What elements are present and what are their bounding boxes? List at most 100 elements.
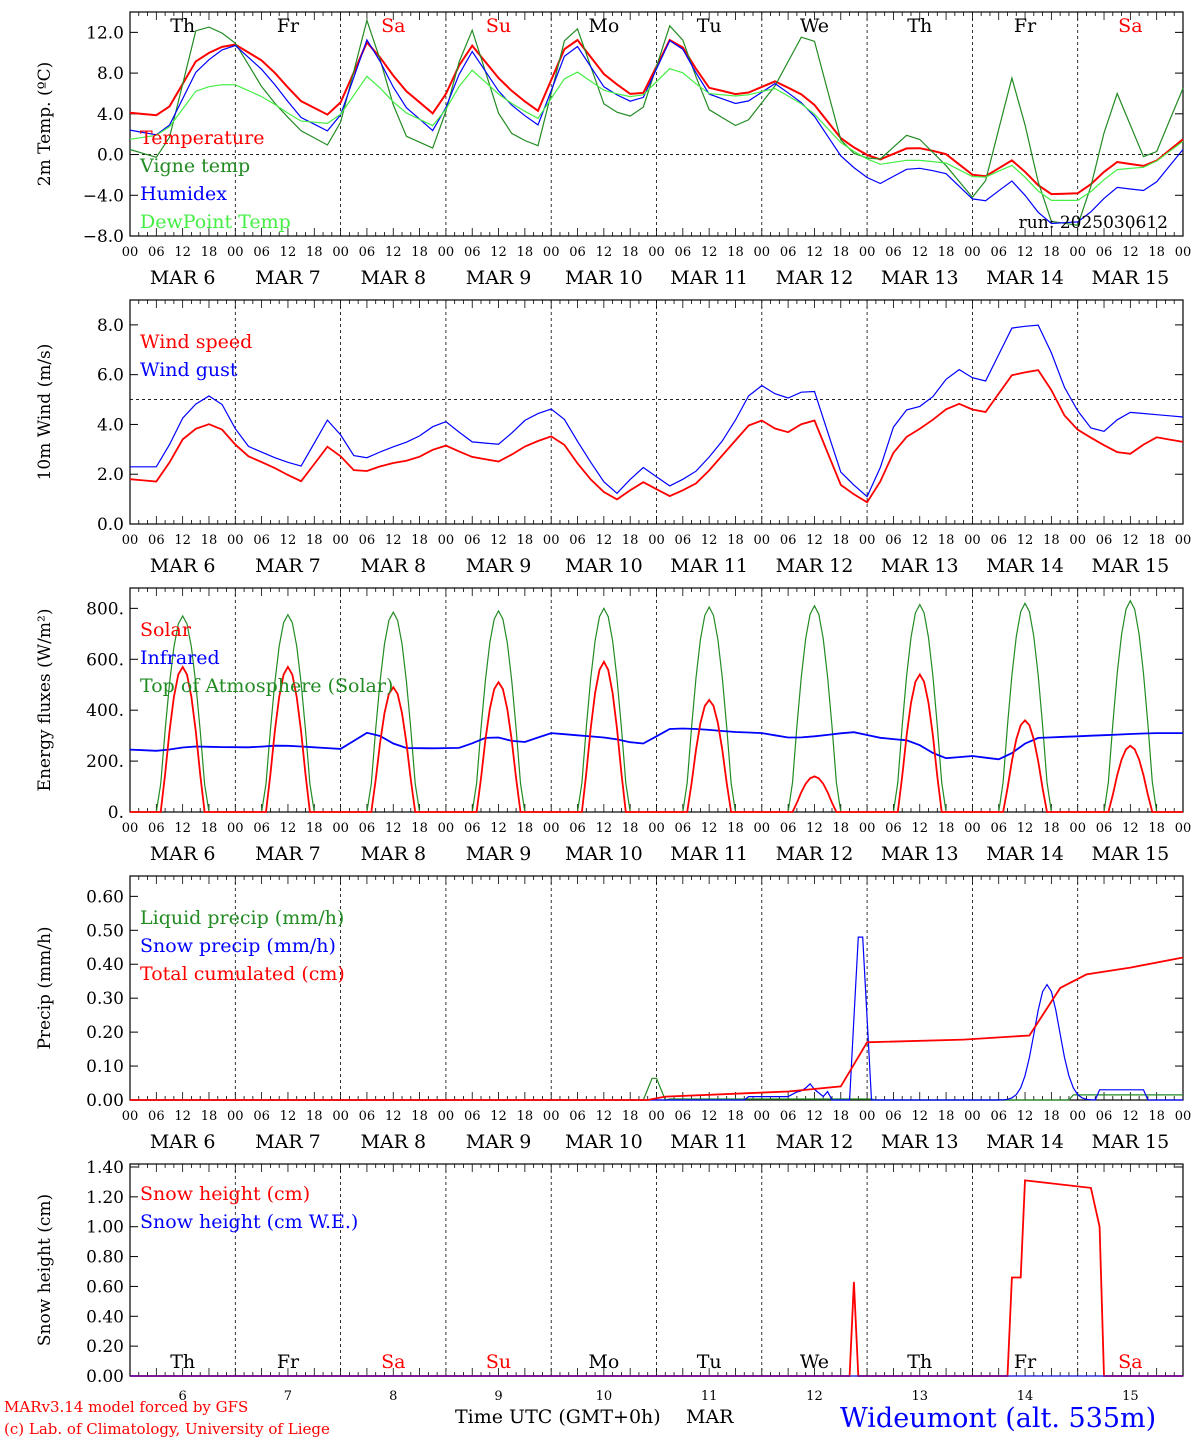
hour-tick-label: 00 [648, 1109, 665, 1124]
date-label: MAR 6 [150, 843, 216, 865]
weekday-label: Fr [1014, 15, 1037, 37]
hour-tick-label: 00 [1069, 533, 1086, 548]
hour-tick-label: 18 [622, 1109, 639, 1124]
hour-tick-label: 00 [227, 245, 244, 260]
hour-tick-label: 18 [1148, 821, 1165, 836]
hour-tick-label: 00 [648, 245, 665, 260]
hour-tick-label: 00 [964, 1109, 981, 1124]
hour-tick-label: 00 [1069, 1109, 1086, 1124]
y-tick-label: 800. [86, 599, 124, 619]
hour-tick-label: 06 [359, 533, 376, 548]
hour-tick-label: 06 [1096, 1109, 1113, 1124]
date-label: MAR 12 [776, 267, 854, 289]
hour-tick-label: 18 [201, 1109, 218, 1124]
hour-tick-label: 06 [464, 821, 481, 836]
hour-tick-label: 18 [727, 821, 744, 836]
legend-entry: Vigne temp [139, 155, 250, 177]
hour-tick-label: 00 [543, 821, 560, 836]
y-tick-label: 0.00 [86, 1367, 124, 1387]
hour-tick-label: 12 [596, 533, 613, 548]
hour-tick-label: 12 [596, 1109, 613, 1124]
hour-tick-label: 18 [833, 821, 850, 836]
hour-tick-label: 18 [517, 245, 534, 260]
legend-entry: Humidex [140, 183, 227, 205]
hour-tick-label: 12 [385, 245, 402, 260]
weekday-label: Fr [277, 1351, 300, 1373]
hour-tick-label: 06 [253, 1109, 270, 1124]
y-axis-label: Snow height (cm) [35, 1194, 55, 1346]
hour-tick-label: 00 [648, 533, 665, 548]
hour-tick-label: 18 [938, 245, 955, 260]
hour-tick-label: 06 [148, 533, 165, 548]
hour-tick-label: 12 [385, 821, 402, 836]
hour-tick-label: 12 [490, 821, 507, 836]
y-tick-label: 200. [86, 752, 124, 772]
legend-entry: Wind gust [140, 359, 238, 381]
date-label: MAR 14 [986, 1131, 1064, 1153]
hour-tick-label: 18 [1043, 245, 1060, 260]
y-tick-label: 0.40 [86, 955, 124, 975]
legend-entry: Snow precip (mm/h) [140, 935, 336, 957]
weekday-label: Th [907, 1351, 932, 1373]
weekday-label: Tu [697, 15, 722, 37]
hour-tick-label: 00 [332, 1109, 349, 1124]
weekday-label: We [800, 1351, 829, 1373]
hour-tick-label: 12 [280, 533, 297, 548]
date-label: MAR 7 [255, 555, 321, 577]
hour-tick-label: 06 [1096, 245, 1113, 260]
date-label: MAR 10 [565, 1131, 643, 1153]
hour-tick-label: 06 [253, 533, 270, 548]
date-label: MAR 11 [670, 1131, 748, 1153]
hour-tick-label: 12 [701, 245, 718, 260]
hour-tick-label: 00 [543, 245, 560, 260]
weekday-label: Su [486, 15, 511, 37]
panel-2: 8.06.04.02.00.010m Wind (m/s)00 06 12 18MAR… [35, 300, 1191, 577]
y-axis-label: 10m Wind (m/s) [35, 344, 55, 481]
hour-tick-label: 18 [201, 533, 218, 548]
hour-tick-label: 18 [306, 1109, 323, 1124]
hour-tick-label: 06 [990, 1109, 1007, 1124]
hour-tick-label: 12 [385, 1109, 402, 1124]
hour-tick-label: 12 [490, 533, 507, 548]
hour-tick-label: 00 [438, 821, 455, 836]
station-label: Wideumont (alt. 535m) [840, 1403, 1156, 1434]
y-tick-label: 1.40 [86, 1158, 124, 1178]
hour-tick-label: 06 [359, 821, 376, 836]
hour-tick-label: 00 [648, 821, 665, 836]
hour-tick-label: 18 [1148, 533, 1165, 548]
hour-tick-label: 00 [859, 1109, 876, 1124]
hour-tick-label: 18 [306, 245, 323, 260]
day-number-label: 11 [701, 1389, 718, 1404]
hour-tick-label: 06 [885, 533, 902, 548]
date-label: MAR 7 [255, 267, 321, 289]
y-tick-label: 12.0 [86, 23, 124, 43]
hour-tick-label: 12 [806, 245, 823, 260]
day-number-label: 7 [284, 1389, 292, 1404]
hour-tick-label: 18 [411, 533, 428, 548]
date-label: MAR 9 [466, 1131, 532, 1153]
y-axis-label: Precip (mm/h) [35, 926, 55, 1049]
hour-tick-label: 18 [517, 533, 534, 548]
hour-tick-label: 00 [964, 245, 981, 260]
weekday-label: Tu [697, 1351, 722, 1373]
date-label: MAR 8 [360, 267, 426, 289]
plot-frame [130, 588, 1183, 812]
hour-tick-label: 06 [780, 1109, 797, 1124]
y-tick-label: 0.50 [86, 921, 124, 941]
credit-line-1: MARv3.14 model forced by GFS [4, 1398, 248, 1416]
hour-tick-label: 18 [938, 821, 955, 836]
y-tick-label: 400. [86, 701, 124, 721]
hour-tick-label: 00 [227, 533, 244, 548]
y-tick-label: 1.20 [86, 1188, 124, 1208]
hour-tick-label: 06 [464, 245, 481, 260]
hour-tick-label: 06 [148, 245, 165, 260]
date-label: MAR 13 [881, 1131, 959, 1153]
hour-tick-label: 12 [911, 821, 928, 836]
hour-tick-label: 18 [306, 533, 323, 548]
date-label: MAR 10 [565, 555, 643, 577]
hour-tick-label: 18 [201, 245, 218, 260]
hour-tick-label: 12 [1122, 1109, 1139, 1124]
legend-entry: DewPoint Temp [140, 211, 291, 233]
hour-tick-label: 12 [1017, 533, 1034, 548]
hour-tick-label: 18 [517, 821, 534, 836]
